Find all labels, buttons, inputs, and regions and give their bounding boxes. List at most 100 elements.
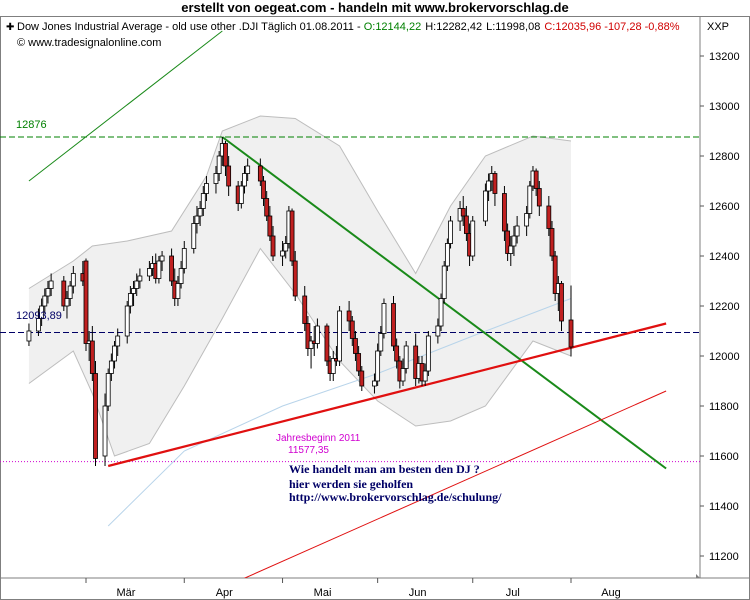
- candle-body-down: [346, 310, 352, 322]
- candle-body-up: [444, 243, 450, 267]
- candle-body-up: [375, 350, 381, 382]
- y-tick-label: 11200: [709, 551, 739, 563]
- candle-body-down: [413, 345, 419, 379]
- promo-link[interactable]: http://www.brokervorschlag.de/schulung/: [289, 490, 502, 504]
- moving-average: [107, 298, 572, 527]
- promo-question: Wie handelt man am besten den DJ ?: [289, 462, 480, 476]
- candle-body-down: [505, 230, 511, 254]
- candle: [527, 181, 533, 219]
- candle-body-up: [508, 245, 514, 254]
- candle-body-down: [546, 205, 552, 229]
- candle-body-down: [305, 323, 311, 349]
- candle-body-up: [216, 155, 222, 174]
- header-line: Dow Jones Industrial Average - old use o…: [17, 21, 680, 33]
- candle-body-up: [181, 248, 187, 269]
- candle-body-down: [349, 320, 355, 339]
- candle-body-up: [470, 220, 476, 257]
- candle: [502, 186, 507, 241]
- symbol-label: XXP: [707, 21, 729, 33]
- candle: [191, 216, 197, 254]
- bollinger-fill: [28, 116, 572, 456]
- candle: [242, 166, 247, 194]
- current-level-label: 12093,89: [16, 310, 62, 322]
- year-start-label: Jahresbeginn 2011: [276, 433, 361, 444]
- candle-body-up: [45, 288, 51, 297]
- y-tick-label: 11800: [709, 401, 739, 413]
- candle: [124, 301, 130, 344]
- candle: [356, 346, 362, 376]
- candle: [435, 318, 441, 344]
- candle-body-up: [425, 335, 431, 372]
- candle: [146, 261, 152, 281]
- candle: [394, 338, 400, 369]
- candle-body-down: [89, 340, 95, 374]
- candle-body-up: [511, 235, 517, 247]
- candle: [223, 141, 228, 176]
- candle-body-up: [483, 190, 488, 222]
- candle: [102, 393, 108, 466]
- candle-body-up: [115, 335, 121, 347]
- candle-body-down: [394, 345, 400, 362]
- candle-body-down: [289, 210, 295, 262]
- candle: [169, 248, 174, 286]
- candle: [204, 176, 209, 201]
- candle: [413, 333, 419, 386]
- candle: [508, 236, 514, 266]
- candle: [302, 286, 308, 331]
- candle: [61, 276, 67, 311]
- candle-body-up: [197, 208, 203, 217]
- candle: [315, 318, 320, 349]
- candle-body-up: [381, 303, 387, 334]
- candle: [89, 326, 95, 381]
- candle: [492, 171, 498, 206]
- candle: [552, 251, 558, 301]
- candle-body-up: [441, 265, 447, 299]
- candle-body-up: [108, 360, 114, 374]
- candle-body-down: [533, 170, 539, 189]
- candle: [470, 216, 476, 261]
- y-tick-label: 13000: [709, 101, 740, 113]
- candle: [226, 156, 232, 196]
- candle: [181, 241, 187, 274]
- candle: [270, 226, 276, 261]
- candle: [264, 191, 270, 221]
- candle: [93, 361, 98, 466]
- banner-title: erstellt von oegeat.com - handeln mit ww…: [181, 0, 569, 15]
- candle: [267, 206, 273, 241]
- candle-body-up: [134, 280, 140, 289]
- candle: [511, 226, 517, 256]
- candle: [48, 273, 54, 296]
- y-tick-label: 12000: [709, 351, 740, 363]
- candle: [70, 266, 76, 294]
- expand-icon[interactable]: ✚: [6, 22, 14, 33]
- moving-average-line: [107, 298, 572, 527]
- candle-body-down: [93, 373, 98, 459]
- candle: [115, 328, 121, 356]
- x-tick-label: Mai: [314, 587, 332, 599]
- candle: [514, 216, 520, 244]
- candle: [546, 196, 552, 236]
- candle: [280, 241, 285, 266]
- candle-body-down: [552, 255, 558, 294]
- candle-body-up: [191, 223, 197, 249]
- candle: [26, 323, 32, 346]
- year-start-value: 11577,35: [288, 445, 329, 456]
- candle: [403, 341, 409, 374]
- candle-body-up: [403, 345, 409, 369]
- candle: [64, 291, 70, 319]
- candle: [349, 316, 355, 346]
- candle-body-up: [36, 318, 41, 332]
- resize-grip-icon[interactable]: [696, 574, 700, 578]
- candle: [559, 281, 564, 331]
- candle-body-down: [226, 165, 232, 187]
- candle-body-up: [400, 368, 406, 382]
- candle: [127, 286, 133, 314]
- candle-body-up: [194, 215, 200, 224]
- candle: [463, 206, 469, 241]
- candle-body-up: [315, 325, 320, 344]
- candle: [67, 281, 73, 306]
- candle-body-up: [438, 298, 444, 327]
- candle-body-down: [460, 208, 466, 217]
- candle-body-down: [264, 198, 270, 217]
